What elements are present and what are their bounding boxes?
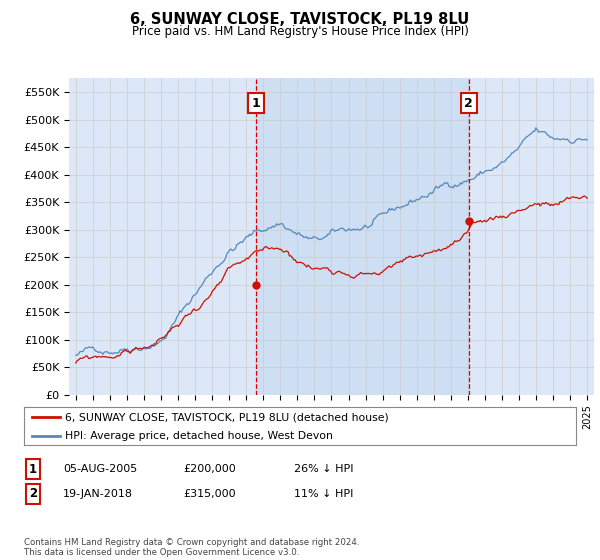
Text: 1: 1 [29, 463, 37, 476]
Text: 11% ↓ HPI: 11% ↓ HPI [294, 489, 353, 499]
Text: 6, SUNWAY CLOSE, TAVISTOCK, PL19 8LU (detached house): 6, SUNWAY CLOSE, TAVISTOCK, PL19 8LU (de… [65, 412, 389, 422]
Text: 2: 2 [464, 97, 473, 110]
Text: Price paid vs. HM Land Registry's House Price Index (HPI): Price paid vs. HM Land Registry's House … [131, 25, 469, 38]
Text: Contains HM Land Registry data © Crown copyright and database right 2024.
This d: Contains HM Land Registry data © Crown c… [24, 538, 359, 557]
Text: 19-JAN-2018: 19-JAN-2018 [63, 489, 133, 499]
Text: 1: 1 [252, 97, 260, 110]
Text: 6, SUNWAY CLOSE, TAVISTOCK, PL19 8LU: 6, SUNWAY CLOSE, TAVISTOCK, PL19 8LU [130, 12, 470, 27]
Text: 26% ↓ HPI: 26% ↓ HPI [294, 464, 353, 474]
Text: £315,000: £315,000 [183, 489, 236, 499]
Text: 05-AUG-2005: 05-AUG-2005 [63, 464, 137, 474]
Text: 2: 2 [29, 487, 37, 501]
Bar [256, 78, 469, 395]
Text: £200,000: £200,000 [183, 464, 236, 474]
Text: HPI: Average price, detached house, West Devon: HPI: Average price, detached house, West… [65, 431, 333, 441]
